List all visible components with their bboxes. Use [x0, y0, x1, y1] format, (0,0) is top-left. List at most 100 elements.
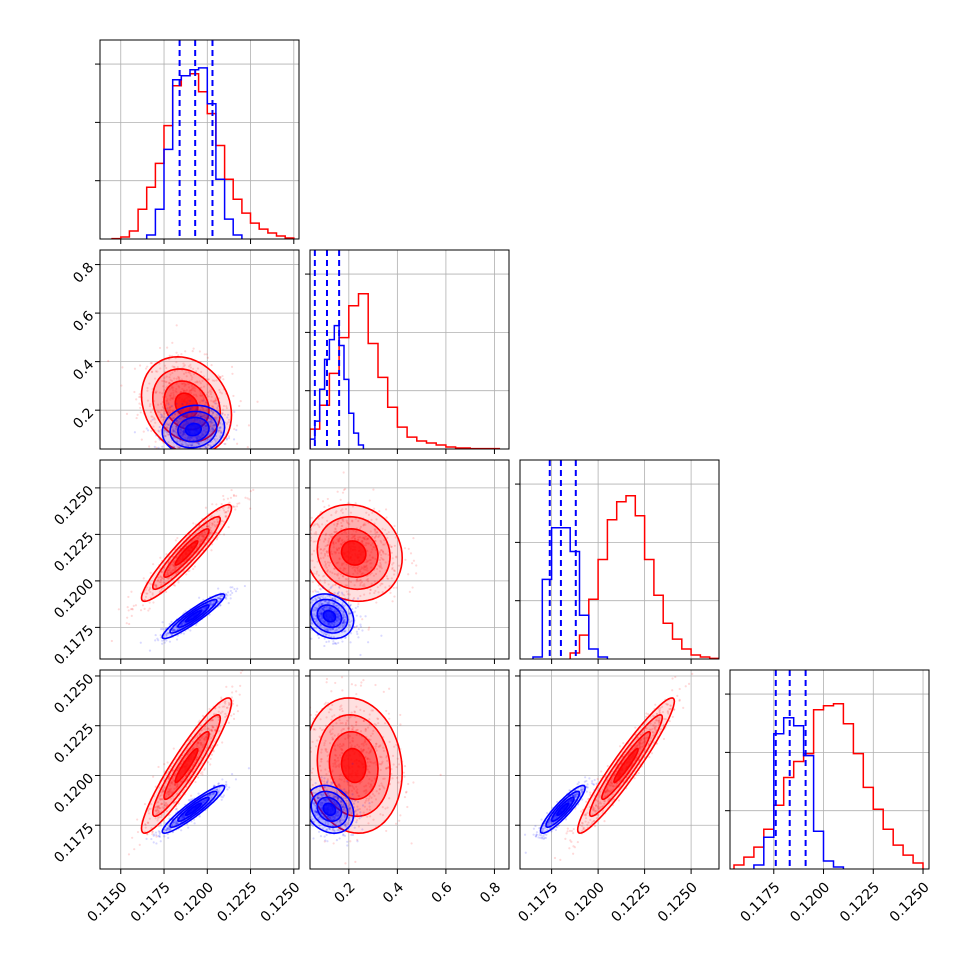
- scatter-point: [206, 416, 209, 419]
- scatter-point: [227, 701, 231, 705]
- scatter-point: [352, 572, 355, 576]
- scatter-point: [202, 737, 206, 741]
- scatter-point: [182, 426, 185, 429]
- scatter-point: [218, 508, 221, 512]
- scatter-point: [243, 584, 246, 588]
- scatter-point: [318, 614, 321, 617]
- scatter-point: [177, 377, 180, 380]
- scatter-point: [393, 544, 396, 547]
- scatter-point: [172, 436, 175, 439]
- scatter-point: [172, 747, 175, 750]
- scatter-point: [326, 497, 329, 501]
- scatter-point: [189, 780, 192, 783]
- scatter-point: [190, 444, 193, 447]
- scatter-point: [203, 427, 206, 430]
- scatter-point: [221, 710, 224, 713]
- scatter-point: [334, 527, 337, 530]
- scatter-point: [197, 742, 200, 745]
- scatter-point: [165, 809, 168, 813]
- scatter-point: [359, 594, 362, 598]
- scatter-point: [340, 542, 343, 546]
- scatter-point: [320, 612, 323, 615]
- scatter-point: [361, 618, 364, 621]
- scatter-point: [329, 535, 333, 538]
- scatter-point: [381, 527, 384, 530]
- scatter-point: [233, 587, 236, 591]
- scatter-point: [335, 642, 338, 646]
- scatter-point: [404, 558, 407, 561]
- scatter-point: [208, 729, 211, 732]
- scatter-point: [341, 612, 344, 615]
- scatter-point: [331, 597, 334, 600]
- scatter-point: [384, 586, 387, 589]
- scatter-point: [157, 765, 160, 769]
- scatter-point: [165, 827, 168, 830]
- scatter-point: [217, 710, 220, 713]
- scatter-point: [205, 606, 208, 609]
- scatter-point: [165, 375, 168, 378]
- scatter-point: [175, 822, 178, 826]
- scatter-point: [336, 612, 340, 615]
- scatter-point: [149, 420, 153, 423]
- scatter-point: [138, 843, 141, 846]
- scatter-point: [213, 438, 216, 441]
- scatter-point: [183, 383, 187, 386]
- scatter-point: [345, 590, 348, 593]
- scatter-point: [325, 532, 328, 536]
- scatter-point: [202, 433, 205, 436]
- scatter-point: [140, 438, 143, 441]
- scatter-point: [370, 761, 373, 764]
- scatter-point: [163, 804, 167, 807]
- scatter-point: [155, 812, 159, 815]
- scatter-point: [163, 763, 166, 766]
- scatter-point: [191, 442, 194, 445]
- scatter-point: [148, 587, 151, 591]
- scatter-point: [189, 407, 192, 410]
- scatter-point: [162, 385, 165, 388]
- scatter-point: [175, 785, 178, 789]
- scatter-point: [220, 795, 223, 798]
- scatter-point: [354, 502, 357, 505]
- scatter-point: [212, 725, 215, 729]
- scatter-point: [184, 389, 187, 393]
- scatter-point: [327, 623, 330, 626]
- scatter-point: [199, 724, 202, 727]
- scatter-point: [322, 586, 325, 590]
- scatter-point: [334, 597, 337, 600]
- scatter-point: [342, 616, 345, 619]
- scatter-point: [378, 552, 381, 555]
- scatter-point: [360, 567, 363, 570]
- scatter-point: [172, 429, 175, 432]
- scatter-point: [154, 391, 158, 394]
- scatter-point: [212, 429, 215, 432]
- scatter-point: [156, 806, 159, 809]
- scatter-point: [217, 597, 220, 600]
- scatter-point: [160, 816, 163, 819]
- scatter-point: [335, 562, 338, 565]
- scatter-point: [338, 558, 341, 561]
- scatter-point: [202, 534, 205, 537]
- scatter-point: [180, 622, 184, 625]
- scatter-point: [210, 753, 214, 756]
- scatter-point: [200, 434, 203, 437]
- scatter-point: [211, 724, 214, 728]
- scatter-point: [218, 376, 221, 379]
- scatter-point: [379, 584, 382, 587]
- scatter-point: [197, 441, 200, 444]
- scatter-point: [377, 591, 380, 594]
- scatter-point: [205, 525, 209, 528]
- scatter-point: [370, 566, 373, 569]
- scatter-point: [209, 763, 212, 766]
- scatter-point: [179, 416, 183, 419]
- scatter-point: [211, 428, 215, 431]
- scatter-point: [332, 541, 335, 544]
- scatter-point: [350, 537, 353, 540]
- scatter-point: [230, 365, 234, 368]
- scatter-point: [225, 405, 228, 408]
- scatter-point: [203, 799, 207, 802]
- scatter-point: [364, 568, 367, 571]
- scatter-point: [167, 793, 170, 797]
- scatter-point: [168, 449, 170, 451]
- scatter-point: [151, 830, 154, 834]
- scatter-point: [200, 736, 203, 740]
